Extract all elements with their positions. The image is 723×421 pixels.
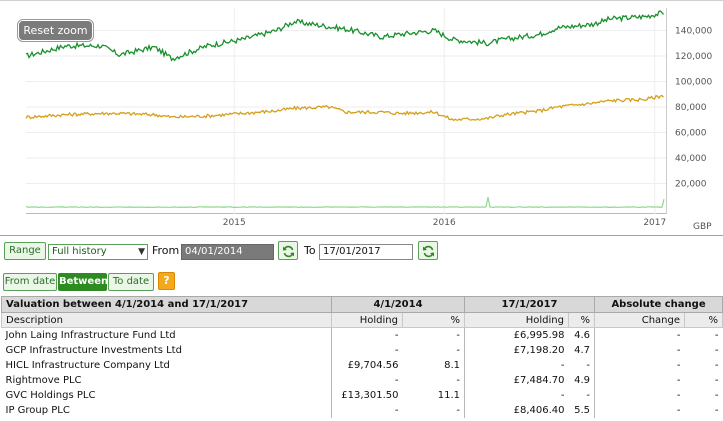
pct1-value: - <box>456 344 460 356</box>
pct1-value: 8.1 <box>444 359 460 371</box>
table-subheader-row: Description Holding % Holding % Change % <box>1 312 723 328</box>
date2-header: 17/1/2017 <box>463 296 596 313</box>
refresh-icon <box>423 245 434 258</box>
y-tick-label: 20,000 <box>675 180 707 190</box>
table-title: Valuation between 4/1/2014 and 17/1/2017 <box>1 296 332 313</box>
holding1-value: - <box>331 372 403 388</box>
holding-name: John Laing Infrastructure Fund Ltd <box>5 329 176 341</box>
change-value: - <box>594 372 685 388</box>
table-row: IP Group PLC - - £8,406.40 5.5- - <box>2 402 723 418</box>
series-line-total[interactable] <box>25 10 664 62</box>
pct2-value: 4.6 <box>574 329 591 341</box>
holding-name: Rightmove PLC <box>5 374 82 386</box>
currency-label: GBP <box>693 222 712 232</box>
table-row: GVC Holdings PLC £13,301.50 11.1- - - - <box>2 387 723 403</box>
reset-zoom-button[interactable]: Reset zoom <box>18 20 93 41</box>
holding-name: GCP Infrastructure Investments Ltd <box>5 344 182 356</box>
valuation-table: Valuation between 4/1/2014 and 17/1/2017… <box>1 296 723 418</box>
pct2-value: - <box>586 359 591 371</box>
to-date-input[interactable]: 17/01/2017 <box>319 244 413 260</box>
y-tick-label: 40,000 <box>675 154 707 164</box>
y-tick-label: 80,000 <box>675 103 707 113</box>
pct3-value: - <box>714 389 719 401</box>
to-label: To <box>304 244 316 257</box>
col-pct2: % <box>568 312 596 328</box>
x-tick-label: 2015 <box>223 218 246 228</box>
range-select[interactable]: Full history ▼ <box>48 244 148 260</box>
pct2-value: 4.9 <box>574 374 591 386</box>
table-row: John Laing Infrastructure Fund Ltd - - £6,9… <box>2 327 723 343</box>
holding1-value: - <box>331 342 403 358</box>
holding-name: IP Group PLC <box>5 404 70 416</box>
col-holding1: Holding <box>331 312 403 328</box>
abs-change-header: Absolute change <box>594 296 723 313</box>
pct2-value: 4.7 <box>574 344 591 356</box>
chevron-down-icon: ▼ <box>138 247 145 257</box>
change-value: - <box>594 387 685 403</box>
x-tick-label: 2017 <box>643 218 666 228</box>
pct3-value: - <box>714 329 719 341</box>
holding2-value: £6,995.98 <box>464 327 569 343</box>
y-tick-label: 140,000 <box>675 27 712 37</box>
pct3-value: - <box>714 374 719 386</box>
table-row: HICL Infrastructure Company Ltd £9,704.56… <box>2 357 723 373</box>
y-tick-label: 100,000 <box>675 78 712 88</box>
x-tick-label: 2016 <box>433 218 456 228</box>
holding2-value: £7,484.70 <box>464 372 569 388</box>
help-button[interactable]: ? <box>158 272 175 290</box>
pct3-value: - <box>714 359 719 371</box>
holding1-value: £13,301.50 <box>331 387 403 403</box>
pct2-value: - <box>586 389 591 401</box>
holding2-value: - <box>464 387 569 403</box>
y-tick-label: 120,000 <box>675 52 712 62</box>
y-tick-label: 60,000 <box>675 129 707 139</box>
pct2-value: 5.5 <box>574 404 591 416</box>
pct3-value: - <box>714 344 719 356</box>
date-mode-controls: From date Between To date ? <box>0 269 723 296</box>
holding1-value: £9,704.56 <box>331 357 403 373</box>
table-row: GCP Infrastructure Investments Ltd - - £7,1… <box>2 342 723 358</box>
change-value: - <box>594 402 685 418</box>
date1-header: 4/1/2014 <box>331 296 465 313</box>
change-value: - <box>594 357 685 373</box>
range-select-value: Full history <box>52 246 107 257</box>
from-date-mode-button[interactable]: From date <box>3 273 57 291</box>
holding1-value: - <box>331 402 403 418</box>
from-date-input[interactable]: 04/01/2014 <box>181 244 274 260</box>
portfolio-chart[interactable]: 2015 2016 2017 140,000 120,000 100,000 80,000 6… <box>0 0 723 236</box>
change-value: - <box>594 342 685 358</box>
col-holding2: Holding <box>464 312 569 328</box>
pct3-value: - <box>714 404 719 416</box>
holding1-value: - <box>331 327 403 343</box>
holding2-value: £8,406.40 <box>464 402 569 418</box>
col-change: Change <box>594 312 686 328</box>
col-pct3: % <box>684 312 723 328</box>
range-button[interactable]: Range <box>4 242 46 260</box>
pct1-value: - <box>456 404 460 416</box>
range-controls: Range Full history ▼ From 04/01/2014 To … <box>0 237 723 269</box>
holding-name: GVC Holdings PLC <box>5 389 96 401</box>
series-line-secondary[interactable] <box>25 94 664 122</box>
holding-name: HICL Infrastructure Company Ltd <box>5 359 170 371</box>
refresh-from-button[interactable] <box>278 241 298 260</box>
from-label: From <box>152 244 180 257</box>
col-description: Description <box>1 312 332 328</box>
holding2-value: - <box>464 357 569 373</box>
change-value: - <box>594 327 685 343</box>
pct1-value: - <box>456 374 460 386</box>
refresh-icon <box>283 245 294 258</box>
refresh-to-button[interactable] <box>418 241 438 260</box>
table-header-row: Valuation between 4/1/2014 and 17/1/2017… <box>1 296 723 313</box>
pct1-value: 11.1 <box>437 389 460 401</box>
to-date-mode-button[interactable]: To date <box>108 273 154 291</box>
holding2-value: £7,198.20 <box>464 342 569 358</box>
col-pct1: % <box>402 312 465 328</box>
series-line-cash[interactable] <box>26 197 665 209</box>
table-row: Rightmove PLC - - £7,484.70 4.9- - <box>2 372 723 388</box>
between-mode-button[interactable]: Between <box>58 273 108 291</box>
pct1-value: - <box>456 329 460 341</box>
chart-canvas[interactable]: 2015 2016 2017 140,000 120,000 100,000 80,000 6… <box>0 0 723 236</box>
